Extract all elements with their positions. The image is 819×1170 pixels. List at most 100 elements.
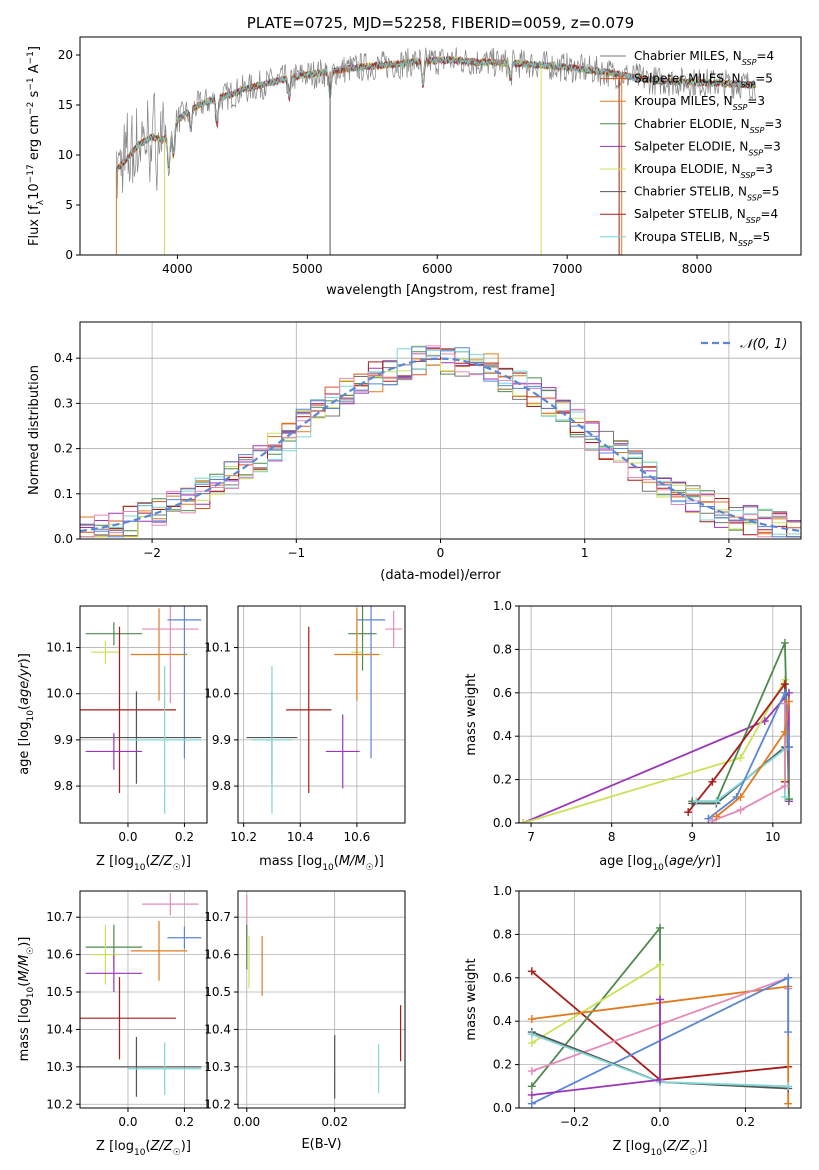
weight-line (715, 701, 790, 818)
y-tick-label: 10.0 (46, 687, 73, 701)
label-part: −2 (26, 102, 36, 115)
x-tick-label: 7 (527, 830, 535, 844)
y-tick-label: 1.0 (493, 884, 512, 898)
legend-label-main: Chabrier MILES, N (634, 49, 742, 63)
z-age-errorbars (80, 606, 202, 814)
legend-label-main: Salpeter MILES, N (634, 72, 741, 86)
legend-label-main: Kroupa MILES, N (634, 94, 733, 108)
legend-label-tail: =4 (760, 207, 778, 221)
x-tick-label: 4000 (162, 262, 193, 276)
label-part: ☉ (26, 947, 36, 955)
y-tick-label: 1.0 (493, 599, 512, 613)
x-tick-label: 0.0 (118, 830, 137, 844)
label-part: age [log (17, 722, 32, 775)
label-part: ( (145, 854, 150, 869)
y-tick-label: 0.0 (493, 1101, 512, 1115)
x-axis-label: age [log10(age/yr)] (599, 854, 721, 873)
y-tick-label: 10.1 (204, 641, 231, 655)
label-part: )] (181, 1139, 191, 1154)
y-tick-label: 0.8 (493, 927, 512, 941)
legend-label-tail: =5 (753, 230, 771, 244)
legend-label-sub: SSP (750, 125, 765, 134)
label-part: )] (17, 653, 32, 663)
legend-label-tail: =3 (764, 117, 782, 131)
legend-label-sub: SSP (741, 80, 756, 89)
weight-marker (780, 688, 789, 697)
weight-marker (712, 812, 721, 821)
weight-marker (692, 797, 701, 806)
label-part: M/M (339, 854, 366, 869)
legend-label-main: Salpeter ELODIE, N (634, 139, 748, 153)
z-mass-frame (79, 890, 208, 1109)
weight-line (522, 690, 790, 823)
label-part: ☉ (173, 863, 181, 873)
weight-marker (656, 923, 664, 932)
x-axis-label: Z [log10(Z/Z☉)] (96, 1139, 191, 1158)
y-axis-label: mass weight (464, 673, 479, 755)
label-part: ( (662, 1139, 667, 1154)
label-part: λ (36, 199, 46, 205)
ebv-mass-errorbars (246, 894, 402, 1099)
label-part: ( (17, 705, 32, 710)
label-part: −1 (26, 77, 36, 90)
weight-marker (784, 697, 793, 706)
weight-marker (704, 814, 713, 823)
label-part: ☉ (173, 1148, 181, 1158)
y-tick-label: 10.2 (204, 1097, 231, 1111)
label-part: )] (17, 937, 32, 947)
y-axis-label: Normed distribution (27, 365, 42, 495)
y-tick-label: 10.5 (46, 985, 73, 999)
y-tick-label: 10.5 (204, 985, 231, 999)
y-tick-label: 0.4 (493, 729, 512, 743)
y-tick-label: 10 (58, 148, 73, 162)
x-tick-label: 9 (688, 830, 696, 844)
label-sub: 10 (26, 710, 36, 722)
weight-marker (527, 1082, 536, 1091)
legend-label-tail: =3 (755, 162, 773, 176)
label-part: ☉ (366, 863, 374, 873)
label-part: 10 (27, 183, 42, 200)
y-tick-label: 9.8 (212, 779, 231, 793)
legend-label: Kroupa STELIB, NSSP=5 (634, 230, 770, 248)
label-sub: 10 (26, 986, 36, 998)
label-part: age/yr (669, 854, 712, 869)
spectrum-line (116, 56, 756, 172)
label-part: )] (697, 1139, 707, 1154)
ebv-mass-axes: 0.00 0.02 10.2 10.3 10.4 10.5 10.6 10.7 (204, 891, 405, 1129)
weight-marker (527, 1090, 536, 1099)
age-weight-axes: 7 8 9 10 0.0 0.2 0.4 0.6 0.8 1.0 (493, 599, 801, 844)
weight-marker (780, 638, 789, 647)
legend-label: Kroupa MILES, NSSP=3 (634, 94, 765, 112)
legend-label-sub: SSP (738, 238, 753, 247)
weight-marker (780, 680, 789, 689)
y-tick-label: 10.4 (46, 1022, 73, 1036)
label-part: Z [log (613, 1139, 651, 1154)
legend-label-sub: SSP (741, 171, 756, 180)
label-sub: 10 (134, 863, 146, 873)
weight-marker (527, 967, 536, 976)
y-tick-label: 0.3 (54, 396, 73, 410)
y-tick-label: 0.4 (54, 351, 73, 365)
weight-marker (780, 782, 789, 791)
mass-age-axes: 10.2 10.4 10.6 9.8 9.9 10.0 10.1 (204, 606, 405, 844)
y-tick-label: 9.8 (54, 779, 73, 793)
y-tick-label: 10.3 (46, 1060, 73, 1074)
z-age-frame (79, 605, 208, 824)
legend-label-tail: =5 (762, 185, 780, 199)
age-weight-series (519, 638, 793, 823)
z-mass-axes: 0.0 0.2 10.2 10.3 10.4 10.5 10.6 10.7 (46, 891, 207, 1129)
label-part: Z/Z (666, 1139, 690, 1154)
legend-label-tail: =3 (747, 94, 765, 108)
x-tick-label: 0.02 (321, 1115, 348, 1129)
x-axis-label: Z [log10(Z/Z☉)] (613, 1139, 708, 1158)
legend-label-main: Chabrier STELIB, N (634, 185, 747, 199)
x-tick-label: 6000 (422, 262, 453, 276)
label-part: ( (17, 982, 32, 987)
legend-label: Kroupa ELODIE, NSSP=3 (634, 162, 773, 180)
z-weight-series (527, 923, 793, 1108)
label-part: Z [log (96, 1139, 134, 1154)
y-tick-label: 10.0 (204, 687, 231, 701)
weight-marker (784, 795, 793, 804)
label-part: A (27, 64, 42, 77)
label-part: )] (711, 854, 721, 869)
